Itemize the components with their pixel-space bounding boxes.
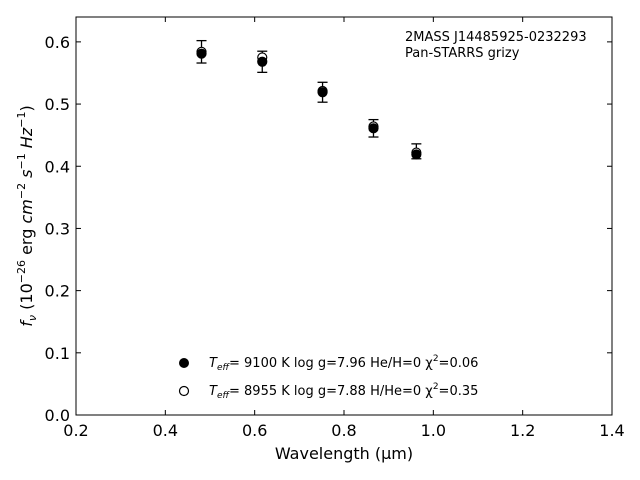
y-tick-label: 0.0: [45, 406, 70, 425]
y-label-mid: erg: [17, 224, 36, 260]
point-filled: [368, 123, 379, 134]
y-label-prefix: (10: [17, 283, 36, 315]
x-tick-label: 1.2: [510, 421, 535, 440]
y-tick-label: 0.1: [45, 344, 70, 363]
point-filled: [411, 149, 422, 160]
y-label-symbol-sub: ν: [26, 315, 39, 321]
legend: Teff= 9100 K log g=7.96 He/H=0 χ2=0.06 T…: [178, 354, 478, 401]
y-label-exp3: −1: [15, 153, 28, 169]
x-tick-label: 0.6: [242, 421, 267, 440]
error-bars: [196, 39, 422, 160]
x-axis-label: Wavelength (μm): [275, 444, 413, 463]
y-label-exp1: −26: [15, 260, 28, 283]
legend-entry-2: Teff= 8955 K log g=7.88 H/He=0 χ2=0.35: [209, 382, 478, 401]
y-label-symbol: f: [17, 319, 36, 327]
y-tick-label: 0.4: [45, 157, 70, 176]
legend-marker-filled: [179, 358, 189, 368]
y-axis-label: fν (10−26 erg cm−2 s−1 Hz−1): [15, 105, 39, 326]
x-tick-label: 0.8: [331, 421, 356, 440]
y-label-exp2: −2: [15, 183, 28, 199]
point-filled: [317, 87, 328, 98]
y-label-hz: Hz: [17, 127, 36, 153]
y-label-close: ): [17, 105, 36, 111]
axis-ticks: 0.2 0.4 0.6 0.8 1.0 1.2 1.4 0.0 0.1 0.2 0.3 0.4 0.5 0…: [45, 17, 625, 440]
y-tick-label: 0.2: [45, 282, 70, 301]
x-tick-label: 1.4: [599, 421, 624, 440]
legend-marker-open: [178, 385, 190, 397]
x-tick-label: 0.4: [153, 421, 178, 440]
y-tick-label: 0.6: [45, 33, 70, 52]
y-label-cm: cm: [17, 199, 36, 223]
point-filled: [257, 56, 268, 67]
legend-entry-1: Teff= 9100 K log g=7.96 He/H=0 χ2=0.06: [209, 354, 478, 373]
survey-name: Pan-STARRS grizy: [405, 46, 520, 61]
point-filled: [196, 48, 207, 59]
x-tick-label: 1.0: [421, 421, 446, 440]
y-label-exp4: −1: [15, 112, 28, 128]
y-tick-label: 0.3: [45, 219, 70, 238]
y-tick-label: 0.5: [45, 95, 70, 114]
x-tick-label: 0.2: [63, 421, 88, 440]
object-name: 2MASS J14485925-0232293: [405, 30, 587, 45]
data-markers: [196, 46, 422, 160]
y-label-s: s: [17, 170, 36, 183]
